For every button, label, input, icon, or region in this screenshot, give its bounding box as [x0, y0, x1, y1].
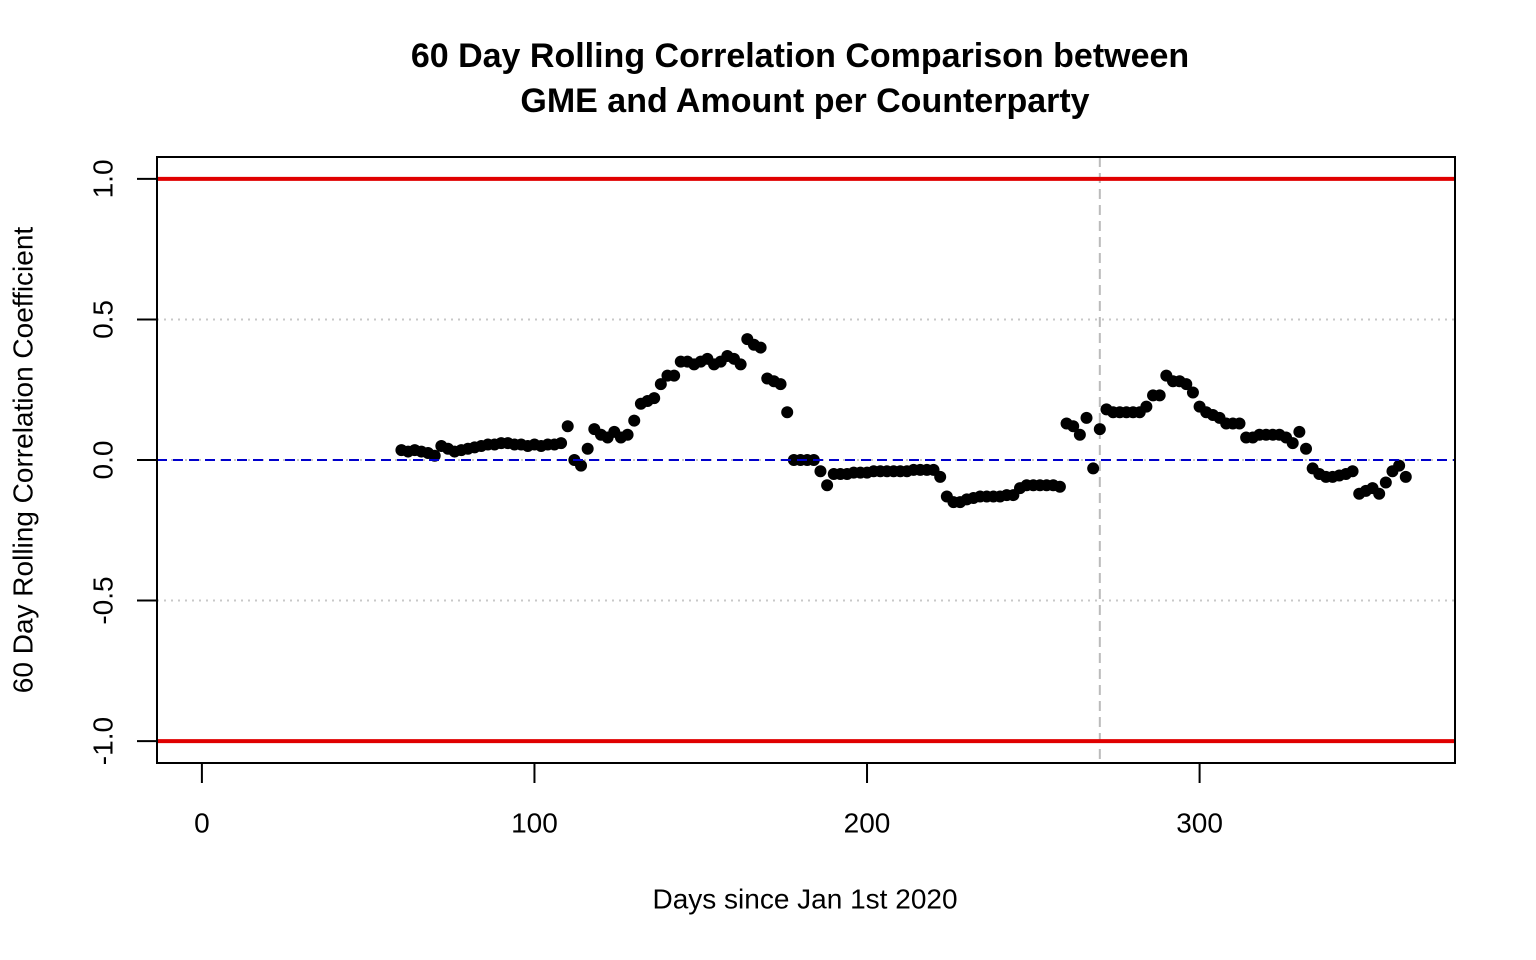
point	[1300, 442, 1313, 455]
y-tick-label: 0.0	[87, 441, 118, 480]
point	[774, 378, 787, 391]
x-tick-label: 0	[194, 807, 210, 838]
point	[1087, 462, 1100, 475]
point	[1399, 470, 1412, 483]
point	[1393, 459, 1406, 472]
point	[1180, 378, 1193, 391]
point	[1233, 417, 1246, 430]
point	[575, 459, 588, 472]
point	[1286, 437, 1299, 450]
plot-frame	[156, 156, 1456, 764]
point	[814, 465, 827, 478]
point	[781, 406, 794, 419]
chart-title: GME and Amount per Counterparty	[520, 82, 1089, 120]
point	[1379, 476, 1392, 489]
point	[428, 449, 441, 462]
x-tick-label: 200	[844, 807, 891, 838]
y-tick-label: -0.5	[87, 576, 118, 624]
point	[734, 358, 747, 371]
point	[628, 414, 641, 427]
chart-title: 60 Day Rolling Correlation Comparison be…	[411, 37, 1189, 75]
point	[1080, 411, 1093, 424]
point	[821, 479, 834, 492]
point	[1073, 428, 1086, 441]
point	[1153, 389, 1166, 402]
point	[1346, 465, 1359, 478]
x-tick-label: 300	[1176, 807, 1223, 838]
x-axis-label: Days since Jan 1st 2020	[652, 883, 957, 914]
point	[621, 428, 634, 441]
point	[1093, 423, 1106, 436]
point	[1373, 487, 1386, 500]
x-tick-label: 100	[511, 807, 558, 838]
point	[1067, 420, 1080, 433]
point	[754, 341, 767, 354]
point	[561, 420, 574, 433]
point	[648, 392, 661, 405]
point	[1186, 386, 1199, 399]
y-tick-label: 0.5	[87, 300, 118, 339]
point	[654, 378, 667, 391]
point	[934, 470, 947, 483]
point	[1053, 480, 1066, 493]
point	[1293, 425, 1306, 438]
point	[581, 442, 594, 455]
y-axis-label: 60 Day Rolling Correlation Coefficient	[7, 227, 38, 694]
point	[1140, 400, 1153, 413]
y-tick-label: -1.0	[87, 717, 118, 765]
point	[555, 437, 568, 450]
y-tick-label: 1.0	[87, 159, 118, 198]
point	[668, 369, 681, 382]
